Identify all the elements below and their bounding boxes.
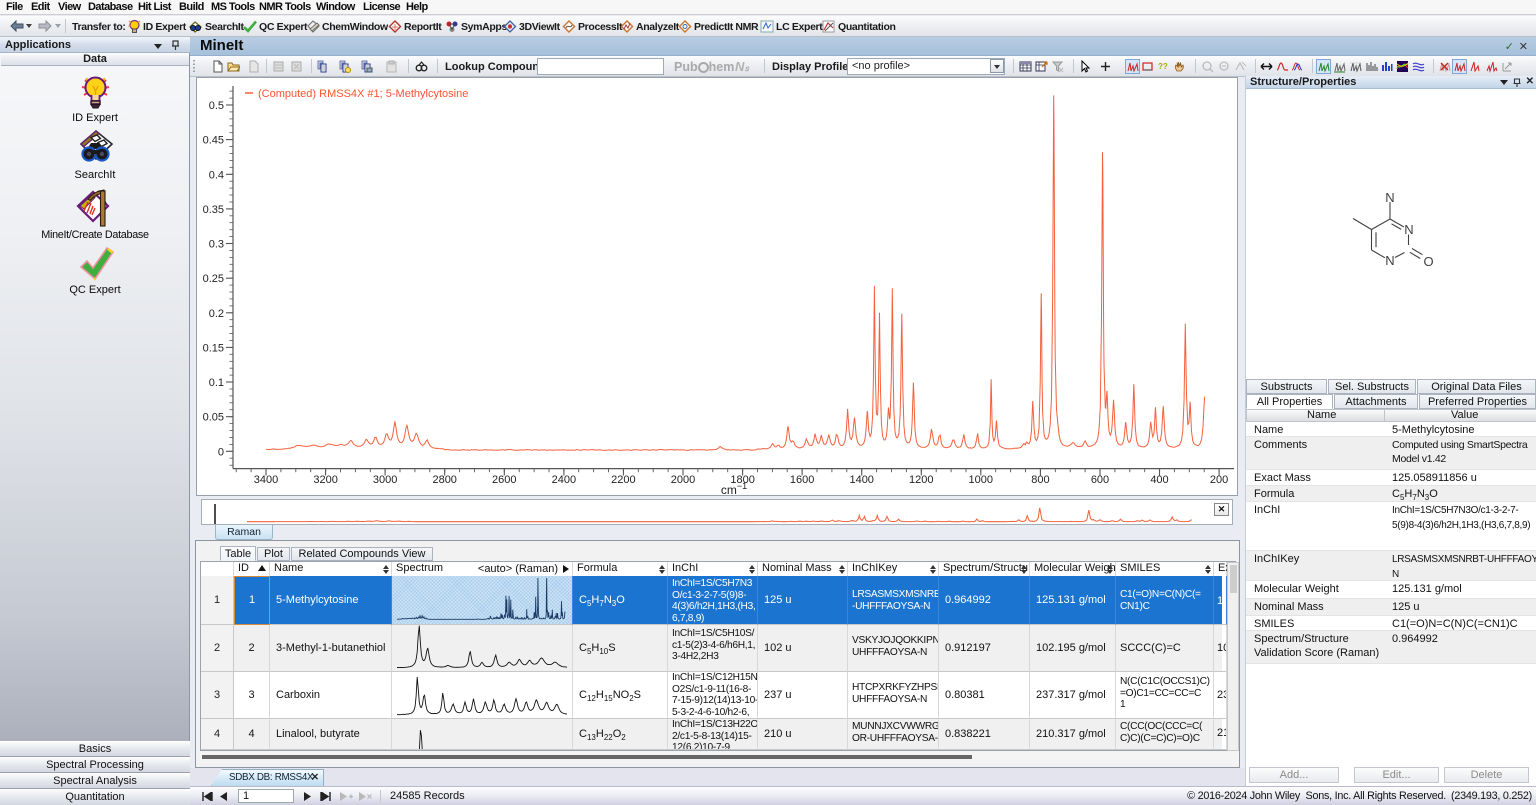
svg-text:0: 0 xyxy=(218,446,224,458)
svg-text:0.45: 0.45 xyxy=(203,135,224,147)
svg-text:N: N xyxy=(1385,253,1394,268)
svg-text:1600: 1600 xyxy=(790,474,814,486)
svg-text:2200: 2200 xyxy=(611,474,635,486)
svg-text:3200: 3200 xyxy=(313,474,337,486)
svg-text:2600: 2600 xyxy=(492,474,516,486)
svg-text:2000: 2000 xyxy=(671,474,695,486)
svg-text:1000: 1000 xyxy=(969,474,993,486)
svg-text:2400: 2400 xyxy=(552,474,576,486)
svg-text:1800: 1800 xyxy=(730,474,754,486)
svg-text:1200: 1200 xyxy=(909,474,933,486)
svg-text:O: O xyxy=(1423,254,1433,269)
svg-text:0.2: 0.2 xyxy=(209,308,224,320)
svg-text:0.5: 0.5 xyxy=(209,100,224,112)
svg-text:0.35: 0.35 xyxy=(203,204,224,216)
svg-text:400: 400 xyxy=(1150,474,1168,486)
svg-text:800: 800 xyxy=(1031,474,1049,486)
svg-text:(Computed) RMSS4X #1; 5-Methyl: (Computed) RMSS4X #1; 5-Methylcytosine xyxy=(258,88,468,100)
svg-text:0.25: 0.25 xyxy=(203,273,224,285)
svg-text:0.3: 0.3 xyxy=(209,239,224,251)
svg-text:??: ?? xyxy=(1158,62,1168,71)
svg-text:0.4: 0.4 xyxy=(209,169,224,181)
svg-text:0.1: 0.1 xyxy=(209,377,224,389)
svg-text:cm−1: cm−1 xyxy=(721,481,747,495)
svg-text:N: N xyxy=(1404,222,1413,237)
svg-text:0.15: 0.15 xyxy=(203,342,224,354)
svg-text:N: N xyxy=(1385,190,1394,205)
svg-text:3400: 3400 xyxy=(254,474,278,486)
svg-text:600: 600 xyxy=(1091,474,1109,486)
svg-text:2800: 2800 xyxy=(432,474,456,486)
svg-text:0.05: 0.05 xyxy=(203,412,224,424)
svg-text:200: 200 xyxy=(1210,474,1228,486)
svg-text:3000: 3000 xyxy=(373,474,397,486)
svg-text:1400: 1400 xyxy=(849,474,873,486)
